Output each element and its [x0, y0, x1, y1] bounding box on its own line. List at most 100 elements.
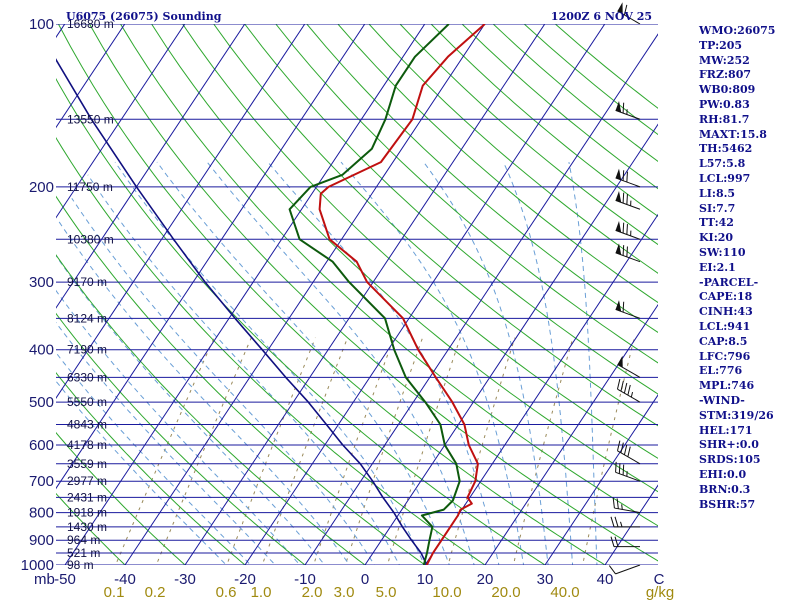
- temperature-tick-label: C: [654, 571, 665, 588]
- index-row: MW:252: [699, 53, 750, 67]
- index-row: LFC:796: [699, 349, 751, 363]
- index-row: TT:42: [699, 216, 734, 230]
- pressure-tick-label: 900: [29, 532, 54, 549]
- pressure-tick-label: 600: [29, 437, 54, 454]
- wind-barb: [615, 300, 641, 319]
- dry-adiabat: [56, 312, 306, 565]
- index-row: TP:205: [699, 38, 743, 52]
- index-row: BSHR:57: [699, 497, 756, 511]
- index-row: MAXT:15.8: [699, 127, 767, 141]
- index-row: LCL:941: [699, 319, 751, 333]
- index-row: SRDS:105: [699, 453, 761, 467]
- isotherm-line: [124, 24, 486, 565]
- height-label: 7190 m: [67, 343, 107, 357]
- pressure-tick-label: 500: [29, 394, 54, 411]
- isobars: [56, 24, 658, 565]
- index-row: L57:5.8: [699, 157, 746, 171]
- wind-barbs: [608, 2, 641, 575]
- wind-barb: [610, 536, 640, 548]
- height-label: 3559 m: [67, 457, 107, 471]
- pressure-tick-label: 400: [29, 342, 54, 359]
- isotherm-line: [56, 24, 306, 399]
- index-row: MPL:746: [699, 379, 755, 393]
- mixing-ratio-line: [582, 337, 635, 565]
- height-label: 5550 m: [67, 395, 107, 409]
- pressure-tick-label: 800: [29, 505, 54, 522]
- wind-barb: [615, 243, 641, 263]
- temperature-tick-label: -10: [294, 571, 316, 588]
- temperature-tick-label: -50: [54, 571, 76, 588]
- mixing-ratio-tick-label: 0.1: [104, 584, 125, 600]
- isotherm-line: [424, 213, 658, 565]
- wind-barb: [615, 101, 641, 120]
- isotherm-line: [56, 24, 366, 490]
- moist-adiabat: [87, 174, 400, 565]
- wind-barb: [612, 497, 641, 514]
- isotherm-line: [0, 0, 21, 576]
- index-row: FRZ:807: [699, 68, 752, 82]
- temperature-line: [318, 24, 486, 565]
- dry-adiabat: [56, 492, 126, 565]
- height-label: 2431 m: [67, 490, 107, 504]
- moist-adiabat: [56, 254, 326, 565]
- plot-area: [56, 24, 658, 565]
- mixing-ratio-line: [386, 337, 461, 565]
- temperature-tick-label: 40: [597, 571, 614, 588]
- temperature-tick-label: -30: [174, 571, 196, 588]
- height-label: 98 m: [67, 558, 94, 572]
- dry-adiabat: [56, 431, 186, 565]
- mixing-ratio-tick-label: 1.0: [251, 584, 272, 600]
- index-row: STM:319/26: [699, 408, 774, 422]
- index-row: LCL:997: [699, 171, 751, 185]
- pressure-tick-label: 1000: [21, 557, 54, 574]
- moist-adiabat: [502, 161, 574, 565]
- index-row: -WIND-: [699, 393, 745, 407]
- isotherm-line: [304, 33, 658, 565]
- mixing-ratio-line: [512, 337, 574, 565]
- height-label: 4178 m: [67, 438, 107, 452]
- pressure-tick-label: 700: [29, 473, 54, 490]
- dry-adiabat: [56, 372, 246, 565]
- height-label: 1430 m: [67, 520, 107, 534]
- dewpoint-line: [288, 24, 461, 565]
- wind-barb: [616, 440, 641, 465]
- temperature-tick-label: 20: [477, 571, 494, 588]
- mixing-ratio-line: [226, 337, 316, 565]
- index-row: CINH:43: [699, 305, 753, 319]
- index-row: CAP:8.5: [699, 334, 748, 348]
- mixing-ratio-tick-label: 0.2: [145, 584, 166, 600]
- temperature-tick-label: 10: [417, 571, 434, 588]
- isotherm-line: [56, 24, 246, 309]
- index-row: -PARCEL-: [699, 275, 759, 289]
- station-title: U6075 (26075) Sounding: [66, 10, 222, 23]
- index-row: SI:7.7: [699, 201, 736, 215]
- temperature-tick-labels: -50 -40 -30 -20 -10 0 10 20 30 40 C: [54, 571, 664, 588]
- temperature-tick-label: -20: [234, 571, 256, 588]
- isotherm-line: [64, 24, 426, 565]
- index-row: EHI:0.0: [699, 467, 747, 481]
- wind-barb: [616, 378, 641, 403]
- height-label: 521 m: [67, 546, 100, 560]
- index-row: HEL:171: [699, 423, 753, 437]
- dry-adiabat: [56, 254, 366, 565]
- observation-time: 1200Z 6 NOV 25: [551, 10, 652, 23]
- mixing-ratio-tick-label: 0.6: [216, 584, 237, 600]
- moist-adiabat: [206, 161, 475, 565]
- pressure-tick-label: 300: [29, 274, 54, 291]
- index-row: BRN:0.3: [699, 482, 751, 496]
- isotherm-line: [544, 394, 658, 565]
- mixing-ratio-line: [261, 337, 349, 565]
- mixing-ratio-tick-label: 10.0: [432, 584, 461, 600]
- pressure-tick-labels: 100 200 300 400 500 600 700 800 900 1000: [21, 16, 54, 574]
- pressure-tick-label: 200: [29, 179, 54, 196]
- mixing-ratio-tick-label: 2.0: [302, 584, 323, 600]
- index-row: KI:20: [699, 231, 734, 245]
- pressure-unit: mb: [34, 571, 55, 588]
- height-label: 11750 m: [67, 180, 113, 194]
- wind-barb: [615, 221, 641, 240]
- index-row: PW:0.83: [699, 97, 750, 111]
- height-label: 1918 m: [67, 506, 107, 520]
- isotherm-line: [184, 24, 546, 565]
- mixing-ratio-line: [155, 337, 252, 565]
